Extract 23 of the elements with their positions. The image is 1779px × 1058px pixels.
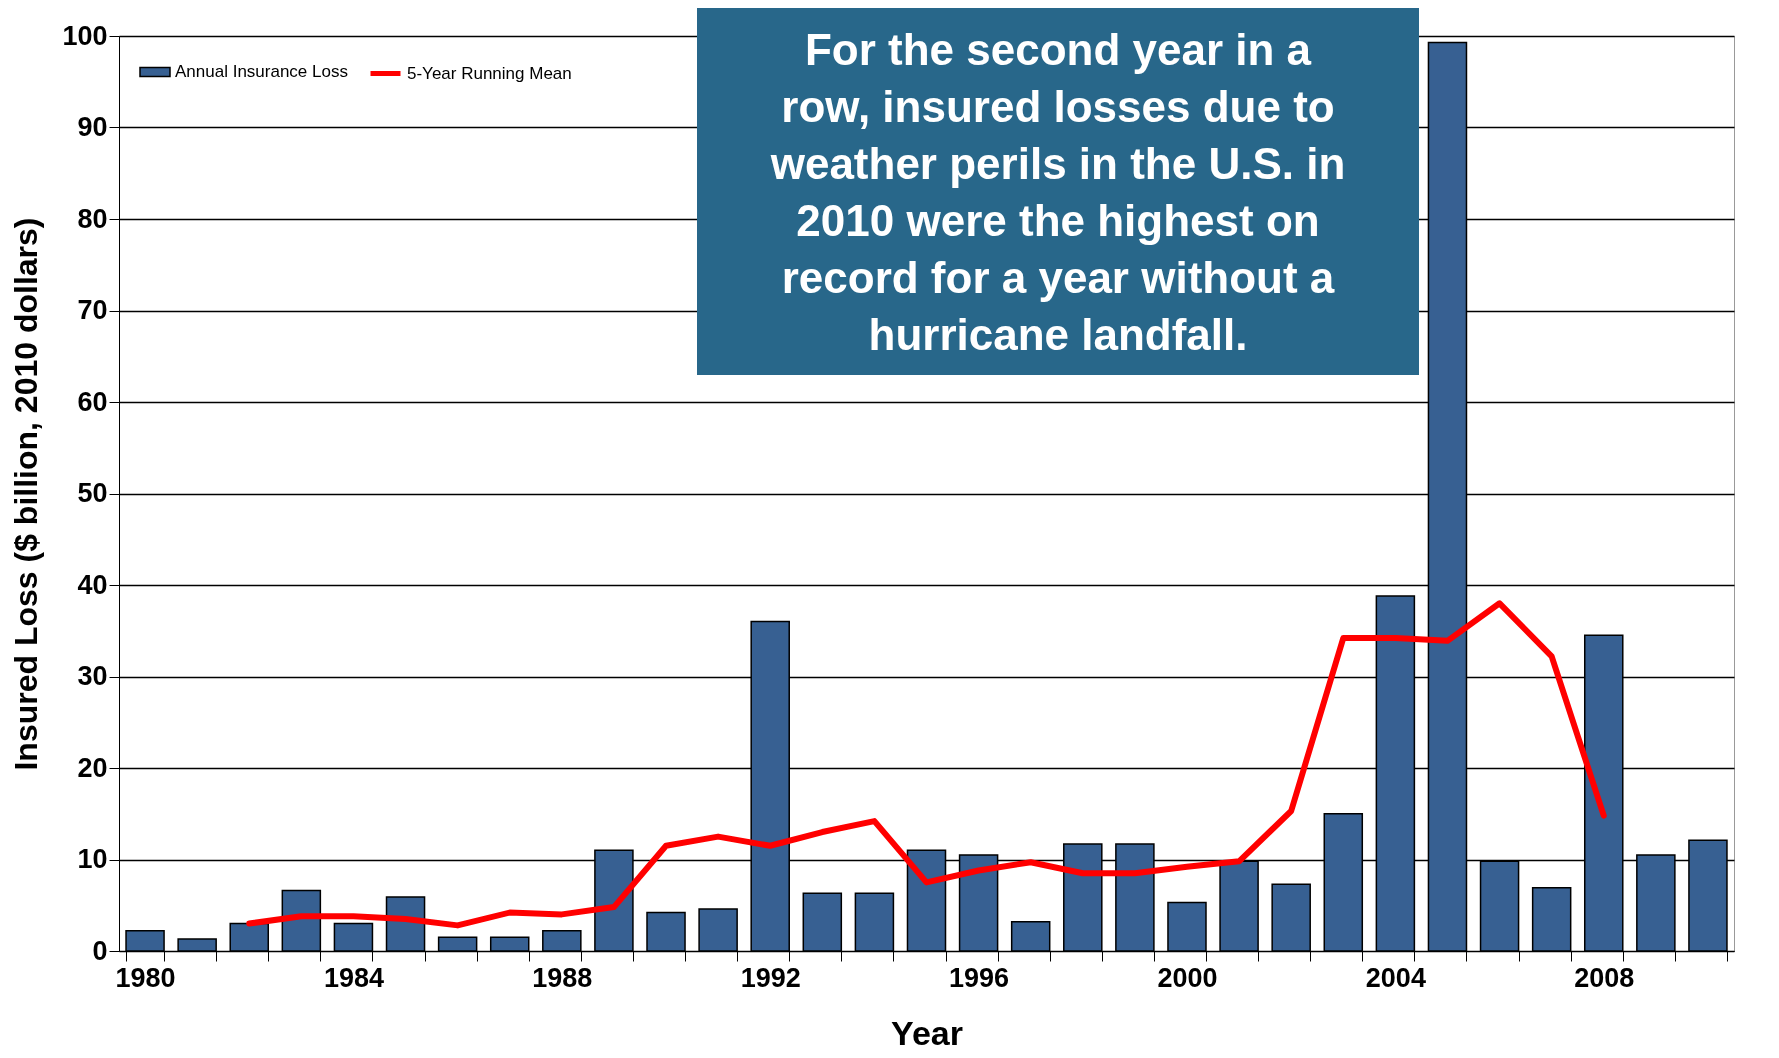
x-tick-label: 2008 xyxy=(1574,962,1635,993)
y-tick-label: 10 xyxy=(77,844,108,874)
x-axis-title: Year xyxy=(891,1013,963,1052)
y-tick-label: 30 xyxy=(77,661,108,691)
y-tick-label: 70 xyxy=(77,295,108,325)
x-tick-label: 1984 xyxy=(323,962,384,993)
x-tick-label: 2000 xyxy=(1157,962,1218,993)
legend-label: 5-Year Running Mean xyxy=(407,63,572,83)
x-tick-label: 1980 xyxy=(115,962,176,993)
x-tick-label: 1992 xyxy=(740,962,801,993)
y-tick-label: 40 xyxy=(77,569,108,600)
y-tick-label: 80 xyxy=(77,203,108,234)
y-tick-label: 20 xyxy=(77,752,108,783)
y-tick-label: 50 xyxy=(77,478,108,508)
y-tick-label: 60 xyxy=(77,386,108,417)
y-tick-label: 90 xyxy=(77,112,108,142)
x-tick-label: 1988 xyxy=(532,962,593,993)
y-tick-label: 0 xyxy=(92,935,108,966)
legend-label: Annual Insurance Loss xyxy=(175,62,348,81)
y-tick-label: 100 xyxy=(62,20,108,51)
x-tick-label: 2004 xyxy=(1365,962,1426,993)
x-tick-label: 1996 xyxy=(949,962,1010,993)
y-axis-title: Insured Loss ($ billion, 2010 dollars) xyxy=(8,217,45,771)
